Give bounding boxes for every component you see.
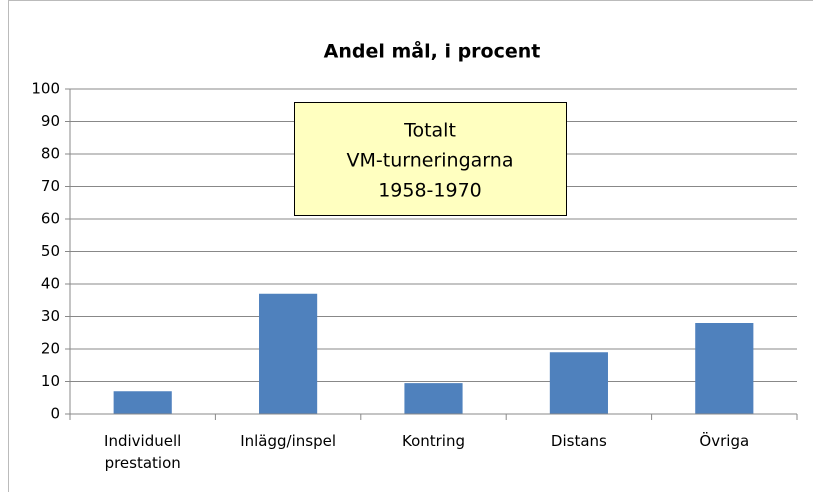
bar: [695, 323, 754, 414]
bar: [549, 352, 608, 414]
x-tick-label: Individuell prestation: [104, 432, 182, 472]
bar: [404, 383, 463, 414]
y-tick-label: 30: [41, 307, 60, 325]
x-tick-label: Distans: [550, 432, 607, 450]
annotation-text: VM-turneringarna: [347, 150, 514, 172]
bar: [113, 391, 172, 414]
y-tick-label: 90: [41, 112, 60, 130]
y-tick-label: 10: [41, 372, 60, 390]
chart-title: Andel mål, i procent: [324, 39, 541, 63]
annotation-text: Totalt: [403, 120, 456, 142]
y-tick-label: 50: [41, 242, 60, 260]
y-tick-label: 70: [41, 177, 60, 195]
chart-frame: [8, 0, 813, 492]
y-tick-label: 100: [31, 80, 60, 98]
y-tick-label: 80: [41, 145, 60, 163]
annotation-box: [294, 102, 567, 216]
annotation-text: 1958-1970: [378, 180, 482, 202]
x-tick-label: Kontring: [401, 432, 466, 450]
y-tick-label: 0: [50, 405, 60, 423]
x-tick-label: Övriga: [699, 432, 750, 450]
bar: [259, 293, 318, 414]
y-tick-label: 20: [41, 340, 60, 358]
x-tick-label: Inlägg/inspel: [240, 432, 336, 450]
y-tick-label: 60: [41, 210, 60, 228]
y-tick-label: 40: [41, 275, 60, 293]
